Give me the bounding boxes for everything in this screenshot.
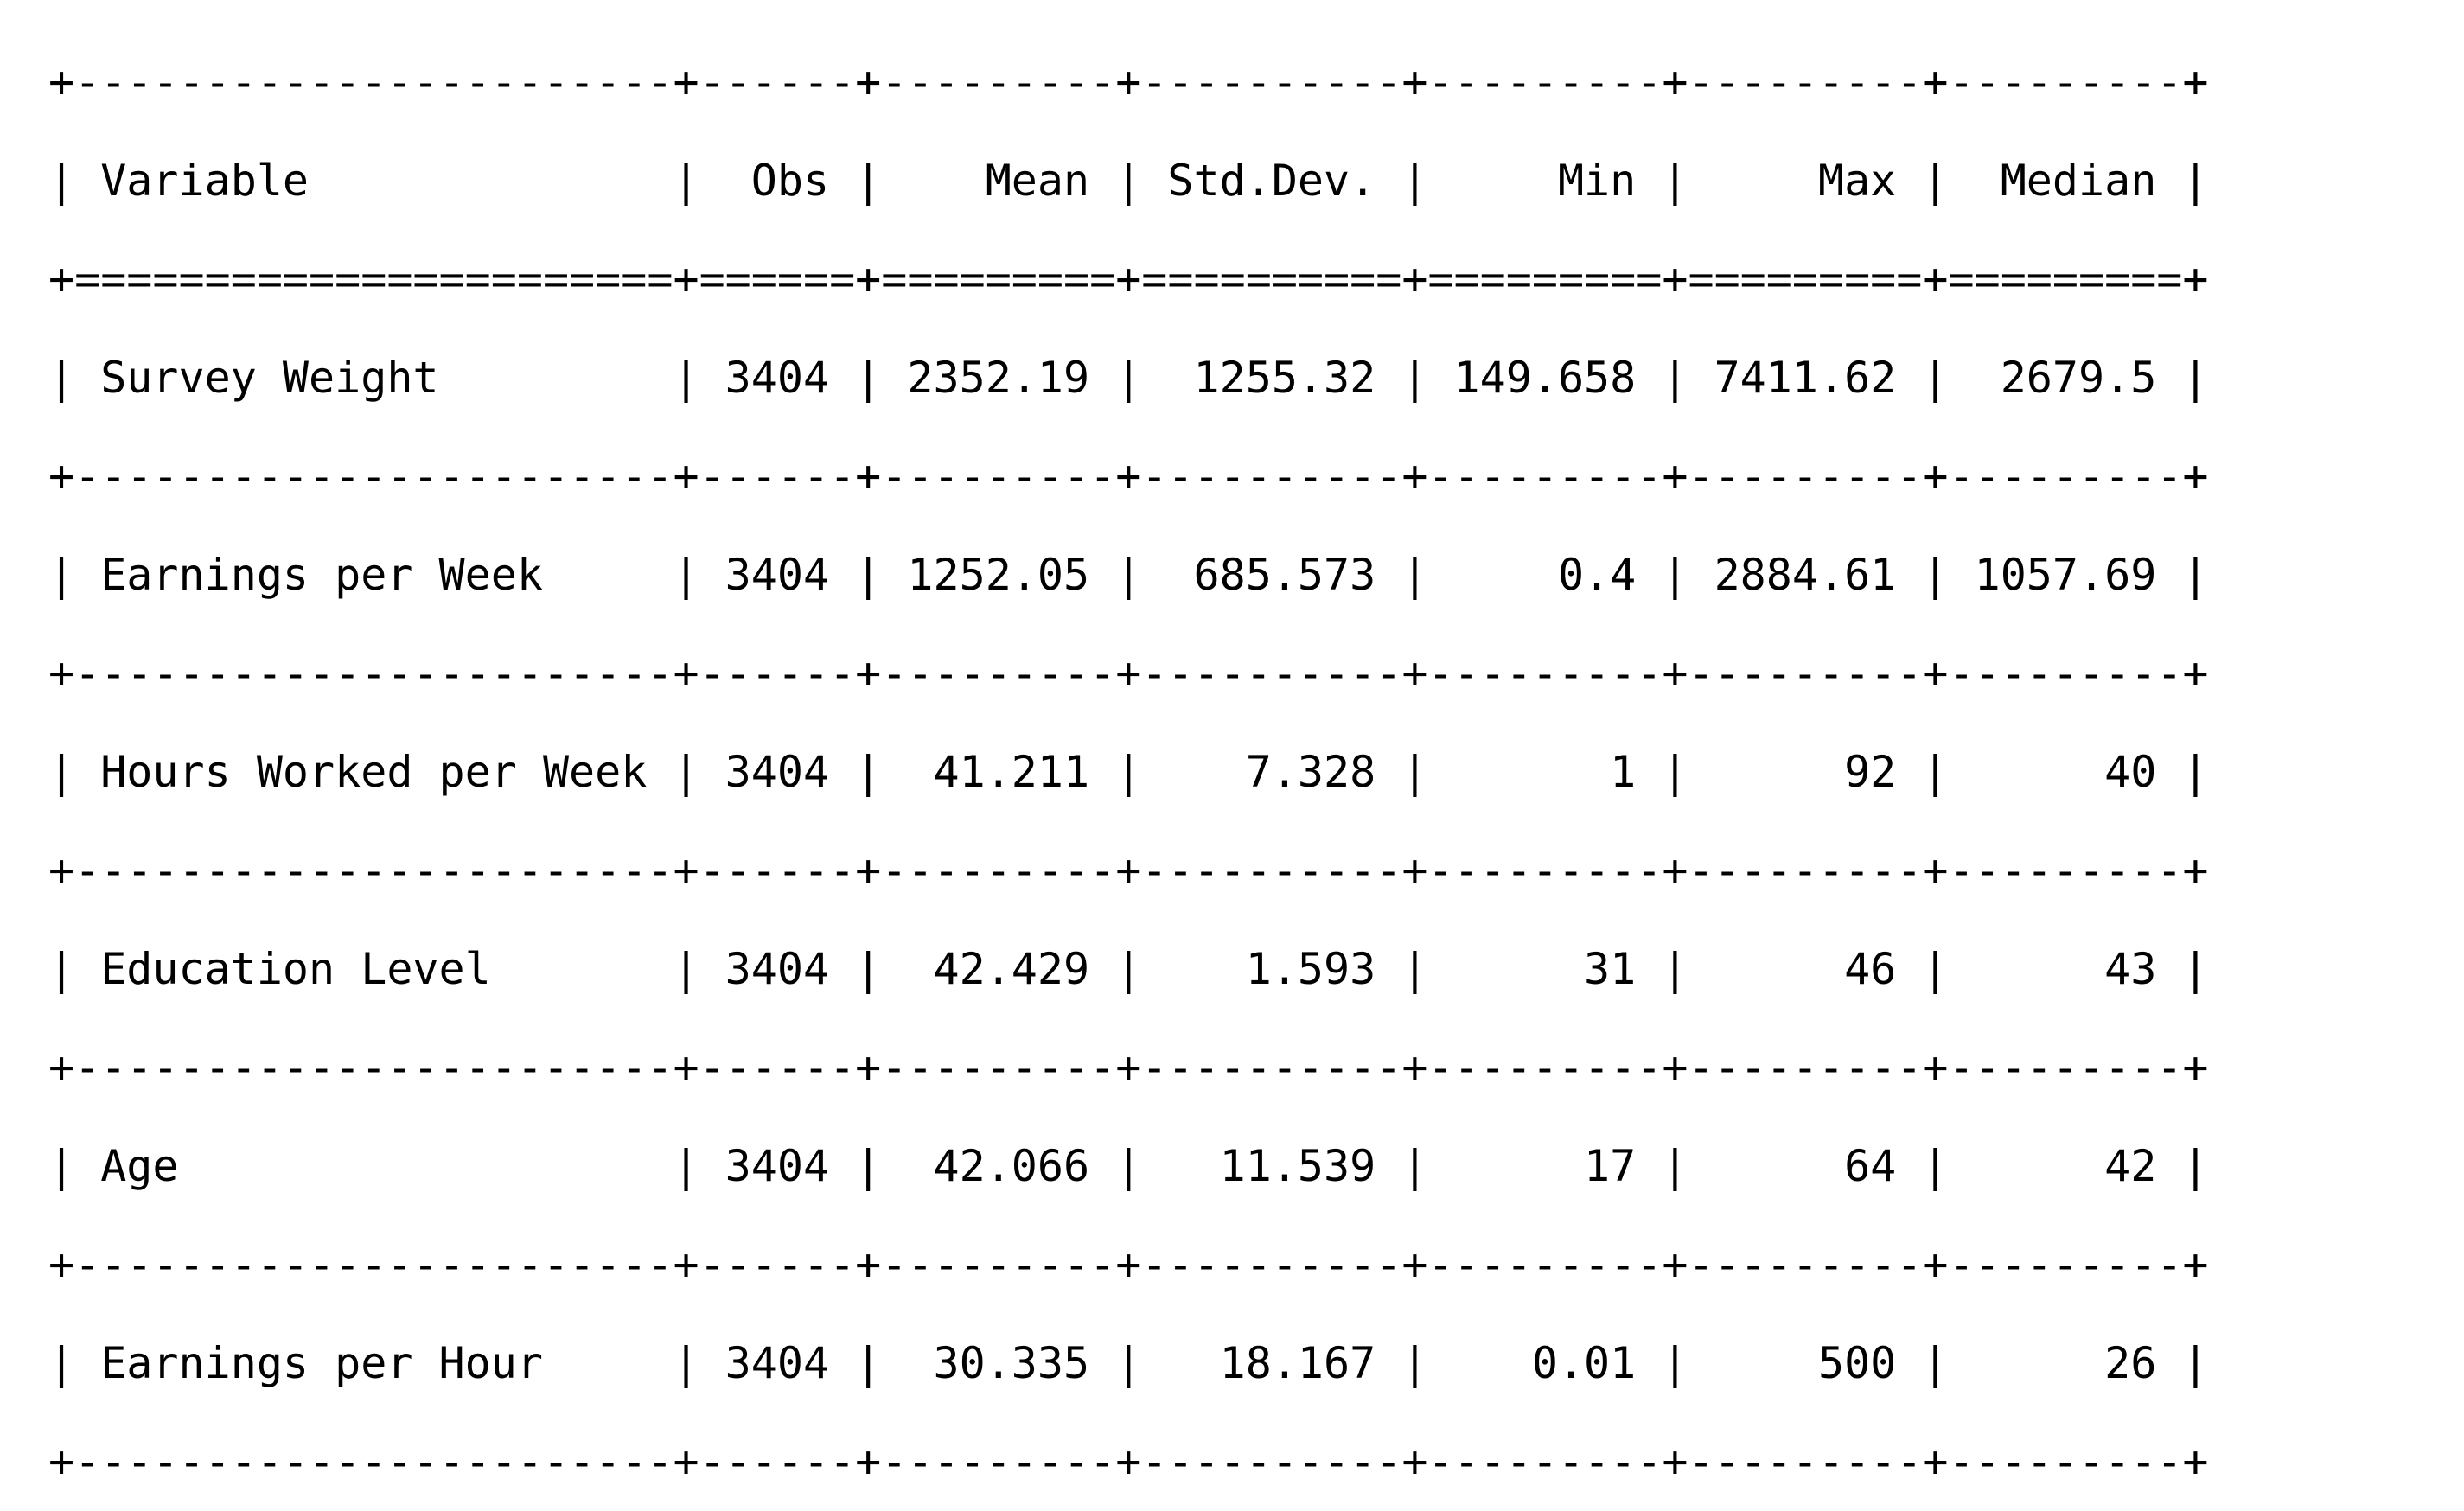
- table-header-separator: +=======================+======+========…: [48, 254, 2209, 304]
- table-row: | Age | 3404 | 42.066 | 11.539 | 17 | 64…: [48, 1141, 2209, 1191]
- table-border: +-----------------------+------+--------…: [48, 1042, 2209, 1093]
- table-border: +-----------------------+------+--------…: [48, 451, 2209, 501]
- table-border: +-----------------------+------+--------…: [48, 648, 2209, 698]
- table-border: +-----------------------+------+--------…: [48, 1437, 2209, 1487]
- table-border: +-----------------------+------+--------…: [48, 845, 2209, 896]
- table-border: +-----------------------+------+--------…: [48, 57, 2209, 107]
- page: { "table": { "columns": ["Variable", "Ob…: [48, 57, 2209, 1487]
- table-header-row: | Variable | Obs | Mean | Std.Dev. | Min…: [48, 156, 2209, 206]
- table-border: +-----------------------+------+--------…: [48, 1240, 2209, 1290]
- table-row: | Survey Weight | 3404 | 2352.19 | 1255.…: [48, 353, 2209, 403]
- table-row: | Earnings per Hour | 3404 | 30.335 | 18…: [48, 1338, 2209, 1388]
- table-row: | Education Level | 3404 | 42.429 | 1.59…: [48, 944, 2209, 994]
- table-row: | Earnings per Week | 3404 | 1252.05 | 6…: [48, 550, 2209, 600]
- table-row: | Hours Worked per Week | 3404 | 41.211 …: [48, 747, 2209, 797]
- summary-statistics-table: +-----------------------+------+--------…: [48, 33, 2209, 1511]
